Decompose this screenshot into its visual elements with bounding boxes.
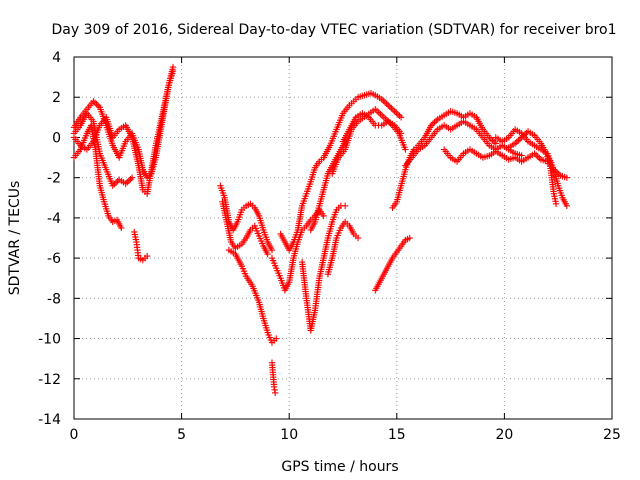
x-tick-label: 15 [388,427,406,443]
data-point [406,234,413,242]
y-tick-label: 4 [52,50,61,66]
grid-lines [74,57,612,419]
y-tick-label: -10 [38,332,61,348]
data-point [513,138,520,146]
data-point [380,97,387,104]
data-point [268,246,276,254]
y-tick-label: -2 [47,171,61,187]
data-point [341,202,349,210]
data-point [112,179,120,186]
data-point [273,335,280,342]
x-tick-label: 0 [70,427,79,443]
x-tick-label: 20 [495,427,513,443]
y-tick-label: -12 [38,372,61,388]
data-point [124,178,131,186]
axis-ticks [73,56,613,420]
tick-labels: 0 5 10 15 20 25 -14 -12 -10 -8 -6 -4 -2 0 2 4 [38,50,621,443]
data-point [381,99,389,106]
data-point [402,146,409,153]
data-point [431,119,438,126]
y-tick-label: -8 [47,291,61,307]
data-point [563,174,571,181]
data-point [169,67,177,75]
data-point [563,202,571,210]
data-point [516,135,524,143]
data-point [354,234,362,242]
y-tick-label: -14 [38,412,61,428]
data-point [492,140,499,147]
data-point [389,106,397,113]
data-point [320,212,327,220]
data-point [388,105,395,112]
data-point [93,101,100,108]
data-marks [70,63,571,397]
chart-title: Day 309 of 2016, Sidereal Day-to-day VTE… [51,22,616,38]
data-point [383,100,390,107]
x-tick-label: 5 [177,427,186,443]
data-point [393,109,400,117]
data-point [534,153,541,160]
data-point [125,177,133,184]
data-point [397,114,405,121]
x-tick-label: 10 [280,427,298,443]
data-point [384,102,392,109]
y-tick-label: -6 [47,251,61,267]
data-point [489,137,496,144]
data-point [118,224,125,232]
data-point [394,111,402,118]
data-point [386,103,394,110]
data-point [272,389,279,397]
x-tick-label: 25 [603,427,621,443]
x-axis-label: GPS time / hours [281,459,398,475]
data-point [432,117,440,125]
y-tick-label: -4 [47,211,61,227]
data-point [264,250,271,258]
y-tick-label: 2 [52,90,61,106]
data-point [532,151,540,159]
y-tick-label: 0 [52,130,61,146]
y-axis-label: SDTVAR / TECUs [7,181,23,296]
data-point [128,174,136,181]
data-point [518,152,525,159]
data-point [515,137,522,144]
data-point [552,200,560,208]
data-point [143,252,151,260]
plot-frame [73,56,613,420]
data-point [127,175,134,183]
